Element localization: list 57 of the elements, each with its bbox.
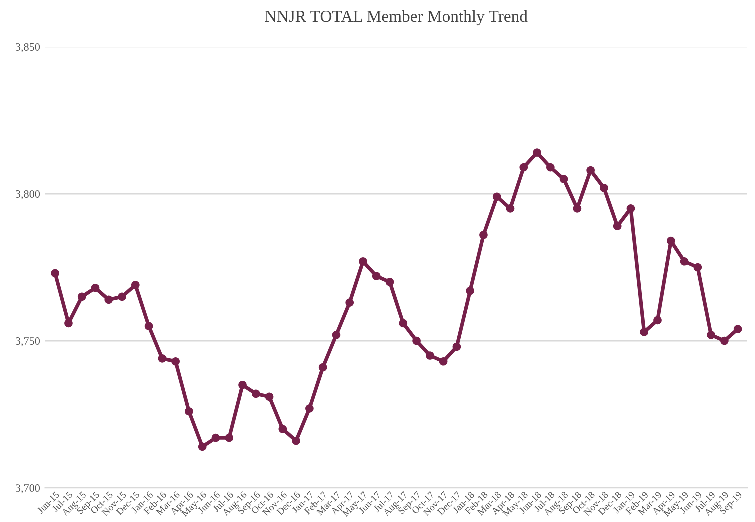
point <box>573 204 582 213</box>
point <box>346 298 354 307</box>
point <box>680 257 689 266</box>
point <box>386 278 394 286</box>
point <box>506 204 515 213</box>
point <box>51 269 60 278</box>
point <box>198 442 207 452</box>
point <box>144 322 154 331</box>
y-tick-label: 3,850 <box>16 43 40 53</box>
point <box>720 336 729 346</box>
point <box>439 357 448 366</box>
point <box>466 286 475 296</box>
y-tick-label: 3,750 <box>16 338 40 347</box>
point <box>533 148 542 158</box>
point <box>265 392 274 402</box>
point <box>426 352 434 360</box>
point <box>278 425 288 434</box>
point <box>359 257 368 266</box>
point <box>586 166 595 175</box>
point <box>91 284 100 292</box>
chart-title: NNJR TOTAL Member Monthly Trend <box>265 10 528 26</box>
point <box>225 434 234 442</box>
point <box>560 175 568 184</box>
point <box>694 263 702 272</box>
point <box>492 192 502 202</box>
point <box>158 354 167 363</box>
point <box>306 404 314 413</box>
point <box>252 390 260 398</box>
point <box>172 357 180 366</box>
point <box>640 328 649 336</box>
point <box>372 272 381 281</box>
point <box>238 380 247 390</box>
point <box>412 336 421 346</box>
point <box>452 342 462 352</box>
point <box>131 281 140 290</box>
point <box>654 316 662 325</box>
point <box>118 292 126 302</box>
y-tick-label: 3,700 <box>16 484 40 494</box>
point <box>626 204 636 213</box>
point <box>666 236 676 246</box>
point <box>399 319 408 328</box>
point <box>292 436 300 446</box>
point <box>78 292 86 302</box>
point <box>480 231 488 240</box>
point <box>104 296 114 304</box>
point <box>613 222 622 231</box>
point <box>734 325 742 334</box>
point <box>64 319 73 328</box>
point <box>600 184 608 192</box>
point <box>185 407 194 416</box>
point <box>546 163 555 172</box>
point <box>318 363 328 372</box>
point <box>212 434 220 442</box>
y-tick-label: 3,800 <box>16 190 40 200</box>
point <box>707 330 716 340</box>
point <box>332 330 341 340</box>
point <box>520 163 528 172</box>
